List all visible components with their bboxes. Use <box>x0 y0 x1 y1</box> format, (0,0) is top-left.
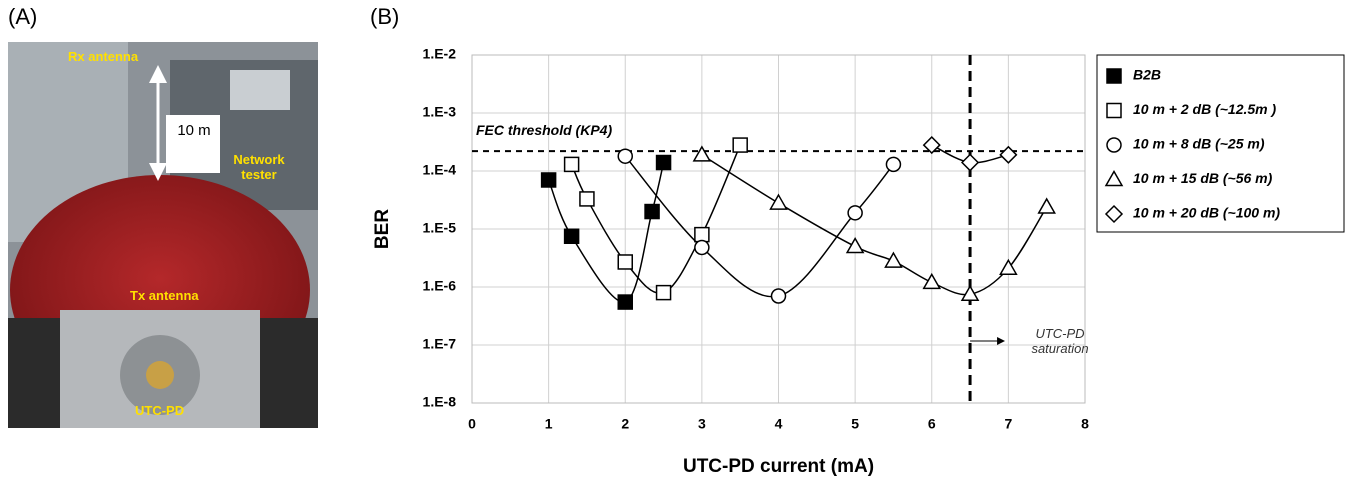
y-tick-label: 1.E-5 <box>423 220 457 236</box>
photo-connector <box>146 361 174 389</box>
marker <box>655 284 672 301</box>
photo-label: Rx antenna <box>68 49 139 64</box>
marker <box>770 288 787 304</box>
y-axis-label: BER <box>372 209 393 249</box>
x-tick-label: 4 <box>775 416 783 432</box>
x-tick-label: 2 <box>621 416 629 432</box>
marker <box>847 205 863 221</box>
legend-label: 10 m + 15 dB (~56 m) <box>1133 170 1273 186</box>
legend-marker <box>1104 204 1124 224</box>
legend-box <box>1096 54 1345 233</box>
photo-label: UTC-PD <box>135 403 185 418</box>
marker <box>655 154 672 171</box>
marker <box>845 236 865 254</box>
photo-label: 10 m <box>177 122 211 139</box>
photo <box>8 42 318 428</box>
x-tick-label: 0 <box>468 416 476 432</box>
marker <box>1037 197 1056 214</box>
legend-label: 10 m + 8 dB (~25 m) <box>1133 136 1265 152</box>
x-tick-label: 8 <box>1081 416 1089 432</box>
legend-marker <box>1106 68 1122 84</box>
x-axis-label: UTC-PD current (mA) <box>683 456 874 477</box>
legend-label: 10 m + 20 dB (~100 m) <box>1133 205 1280 221</box>
x-tick-label: 3 <box>698 416 706 432</box>
marker <box>563 228 580 244</box>
marker <box>692 145 712 162</box>
y-tick-label: 1.E-3 <box>423 104 457 120</box>
x-tick-label: 7 <box>1004 416 1012 432</box>
marker <box>732 137 748 153</box>
legend-marker <box>1104 169 1124 187</box>
marker <box>579 191 595 207</box>
marker <box>884 251 903 268</box>
legend-marker <box>1106 137 1122 153</box>
x-tick-label: 6 <box>928 416 936 432</box>
marker <box>694 239 710 256</box>
distance-box <box>166 115 220 173</box>
annotation: UTC-PD saturation <box>1031 326 1089 356</box>
threshold-label: FEC threshold (KP4) <box>476 122 612 138</box>
photo-instrument <box>230 70 290 110</box>
marker <box>644 203 660 220</box>
marker <box>694 226 710 243</box>
marker <box>769 193 788 210</box>
y-tick-label: 1.E-7 <box>423 336 457 352</box>
marker <box>922 272 942 290</box>
marker <box>540 172 557 188</box>
y-tick-label: 1.E-6 <box>423 278 457 294</box>
marker <box>617 294 633 310</box>
series-line <box>624 155 895 298</box>
photo-label: Network tester <box>233 152 285 182</box>
photo-label: Tx antenna <box>130 288 199 303</box>
y-tick-label: 1.E-4 <box>423 162 457 178</box>
x-tick-label: 5 <box>851 416 859 432</box>
marker <box>960 284 980 301</box>
marker <box>922 136 941 155</box>
marker <box>617 254 633 270</box>
series-line <box>701 154 1048 296</box>
legend-label: B2B <box>1133 67 1161 83</box>
marker <box>999 258 1018 276</box>
legend-label: 10 m + 2 dB (~12.5m ) <box>1133 101 1277 117</box>
marker <box>961 153 980 172</box>
panel-label: (A) <box>8 4 37 29</box>
marker <box>563 156 580 173</box>
marker <box>999 145 1018 164</box>
panel-label: (B) <box>370 4 399 29</box>
x-tick-label: 1 <box>545 416 553 432</box>
y-tick-label: 1.E-8 <box>423 394 457 410</box>
plot-frame <box>471 54 1086 404</box>
marker <box>617 148 633 164</box>
legend-marker <box>1106 102 1122 119</box>
marker <box>885 156 902 173</box>
y-tick-label: 1.E-2 <box>423 46 457 62</box>
